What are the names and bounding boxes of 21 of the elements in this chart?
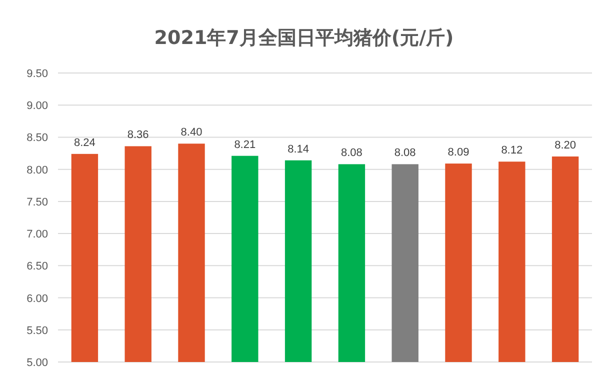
y-tick-label: 6.00	[26, 292, 48, 305]
y-tick-label: 5.50	[26, 324, 48, 337]
chart-title: 2021年7月全国日平均猪价(元/斤)	[154, 27, 454, 49]
y-tick-label: 8.00	[26, 164, 48, 176]
y-tick-label: 7.50	[26, 196, 48, 208]
y-tick-label: 7.00	[26, 228, 48, 241]
data-label: 8.40	[180, 126, 202, 139]
data-label: 8.24	[74, 136, 96, 149]
data-label: 8.12	[501, 144, 523, 157]
data-label: 8.20	[554, 139, 576, 152]
data-label: 8.08	[340, 147, 362, 160]
data-label: 8.09	[448, 146, 470, 159]
y-tick-label: 6.50	[26, 260, 48, 273]
data-label: 8.08	[394, 147, 416, 160]
y-tick-label: 9.50	[26, 68, 48, 80]
data-label: 8.36	[127, 129, 149, 142]
y-tick-label: 8.50	[26, 132, 48, 144]
y-tick-label: 5.00	[26, 357, 48, 369]
y-tick-label: 9.00	[26, 100, 48, 112]
data-label: 8.14	[288, 143, 310, 156]
data-label: 8.21	[234, 138, 256, 151]
